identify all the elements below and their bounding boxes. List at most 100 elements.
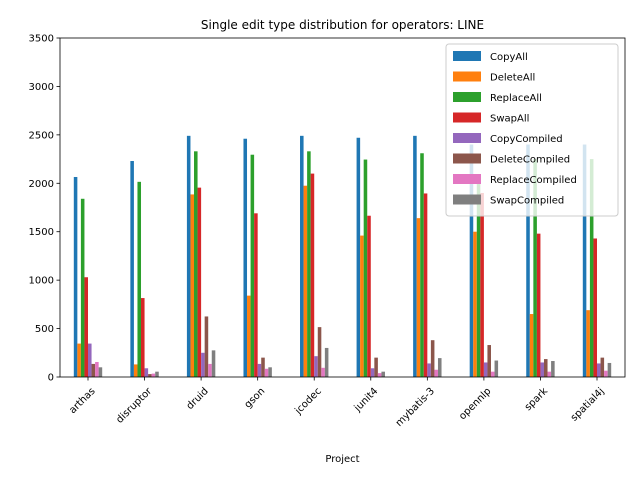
- bar-CopyAll-spatial4j: [582, 144, 587, 377]
- bar-SwapCompiled-gson: [268, 367, 272, 377]
- legend-items: CopyAll DeleteAll ReplaceAll SwapAll CopyCom…: [453, 51, 577, 207]
- legend-label-DeleteAll: DeleteAll: [490, 73, 535, 84]
- bar-CopyAll-spark: [526, 144, 530, 377]
- chart-title: Single edit type distribution for operat…: [201, 18, 484, 32]
- y-tick-label: 3000: [29, 82, 54, 93]
- bar-DeleteCompiled-arthas: [91, 363, 96, 377]
- bar-DeleteCompiled-junit4: [374, 357, 378, 377]
- bar-DeleteAll-jcodec: [303, 185, 308, 377]
- bar-CopyCompiled-jcodec: [314, 356, 318, 377]
- bar-ReplaceAll-opennlp: [476, 183, 481, 377]
- bar-ReplaceAll-druid: [194, 151, 198, 377]
- legend-label-DeleteCompiled: DeleteCompiled: [490, 155, 570, 166]
- legend-swatch-SwapCompiled: [453, 194, 481, 205]
- bar-SwapCompiled-mybatis-3: [437, 358, 442, 377]
- plot-frame: [59, 37, 626, 378]
- bar-DeleteCompiled-gson: [261, 357, 265, 377]
- bar-DeleteAll-gson: [247, 295, 251, 377]
- bar-DeleteCompiled-druid: [204, 316, 209, 377]
- bar-CopyAll-mybatis-3: [413, 135, 417, 377]
- bar-SwapCompiled-opennlp: [494, 360, 499, 377]
- bar-ReplaceAll-arthas: [80, 198, 85, 377]
- bar-SwapAll-spatial4j: [593, 238, 597, 377]
- y-tick-label: 2500: [29, 130, 54, 141]
- bar-DeleteCompiled-jcodec: [317, 327, 322, 377]
- bar-DeleteCompiled-spark: [543, 359, 548, 377]
- y-tick-label: 2000: [29, 179, 54, 190]
- y-tick-label: 500: [35, 324, 54, 335]
- bar-ReplaceCompiled-opennlp: [490, 371, 495, 377]
- x-axis-label: Project: [325, 454, 359, 465]
- bar-CopyAll-arthas: [73, 176, 78, 377]
- y-tick-label: 1000: [29, 276, 54, 287]
- legend-swatch-ReplaceAll: [453, 92, 481, 102]
- y-tick-label: 1500: [29, 227, 54, 238]
- bar-DeleteAll-druid: [190, 194, 195, 377]
- bar-CopyAll-disruptor: [130, 161, 134, 377]
- bar-CopyCompiled-arthas: [88, 343, 92, 377]
- bars-group: [73, 135, 612, 377]
- bar-ReplaceCompiled-gson: [264, 368, 269, 377]
- bar-ReplaceAll-mybatis-3: [420, 153, 424, 377]
- bar-CopyCompiled-spark: [540, 362, 544, 377]
- bar-CopyAll-opennlp: [469, 144, 474, 377]
- bar-ReplaceAll-junit4: [363, 159, 368, 377]
- y-tick-label: 3500: [29, 34, 54, 45]
- bar-DeleteCompiled-opennlp: [487, 345, 491, 377]
- bar-CopyAll-junit4: [356, 137, 361, 377]
- bar-ReplaceCompiled-disruptor: [151, 373, 156, 377]
- bar-CopyAll-gson: [243, 138, 248, 377]
- bar-SwapAll-gson: [254, 213, 258, 377]
- bar-CopyCompiled-druid: [201, 352, 205, 377]
- bar-ReplaceCompiled-spark: [547, 371, 552, 377]
- bar-CopyAll-druid: [186, 135, 191, 377]
- legend-swatch-ReplaceCompiled: [453, 174, 481, 184]
- bar-SwapAll-spark: [536, 233, 541, 377]
- legend-swatch-CopyCompiled: [453, 133, 481, 143]
- bar-DeleteCompiled-spatial4j: [600, 357, 605, 377]
- bar-CopyCompiled-spatial4j: [597, 363, 601, 377]
- bar-DeleteAll-junit4: [360, 235, 364, 377]
- bar-SwapAll-disruptor: [141, 298, 145, 377]
- bar-CopyCompiled-disruptor: [144, 368, 149, 377]
- bar-SwapCompiled-spatial4j: [607, 362, 612, 377]
- bar-CopyAll-jcodec: [300, 135, 304, 377]
- bar-DeleteCompiled-mybatis-3: [430, 340, 435, 377]
- bar-ReplaceCompiled-jcodec: [321, 367, 325, 377]
- bar-ReplaceAll-gson: [250, 154, 255, 377]
- bar-CopyCompiled-gson: [257, 363, 262, 377]
- legend-swatch-DeleteAll: [453, 71, 481, 82]
- bar-DeleteAll-mybatis-3: [416, 218, 421, 377]
- bar-ReplaceCompiled-druid: [208, 363, 212, 377]
- bar-ReplaceCompiled-mybatis-3: [434, 369, 438, 377]
- bar-CopyCompiled-opennlp: [483, 362, 488, 377]
- bar-ReplaceCompiled-arthas: [95, 361, 99, 377]
- bar-DeleteAll-arthas: [77, 343, 81, 377]
- bar-ReplaceAll-disruptor: [137, 181, 142, 377]
- bar-SwapCompiled-arthas: [98, 367, 103, 377]
- bar-ReplaceCompiled-junit4: [377, 373, 382, 377]
- legend-label-ReplaceCompiled: ReplaceCompiled: [490, 175, 577, 186]
- bar-SwapCompiled-disruptor: [155, 371, 159, 377]
- legend-label-CopyAll: CopyAll: [490, 52, 528, 63]
- y-tick-label: 0: [48, 373, 54, 384]
- bar-DeleteAll-spark: [529, 314, 534, 377]
- y-axis: 0 500 1000 1500 2000 2500 3000 3500: [29, 34, 60, 384]
- legend-label-CopyCompiled: CopyCompiled: [490, 134, 563, 145]
- bar-ReplaceAll-spatial4j: [589, 159, 594, 377]
- bar-SwapAll-mybatis-3: [423, 193, 428, 377]
- bar-DeleteCompiled-disruptor: [148, 374, 152, 377]
- bar-SwapAll-arthas: [84, 277, 88, 377]
- bar-ReplaceAll-spark: [533, 159, 537, 377]
- bar-SwapCompiled-druid: [211, 350, 216, 377]
- legend-label-ReplaceAll: ReplaceAll: [490, 93, 542, 104]
- legend-swatch-CopyAll: [453, 51, 481, 61]
- bar-ReplaceAll-jcodec: [307, 151, 311, 377]
- bar-DeleteAll-spatial4j: [586, 310, 590, 377]
- bar-CopyCompiled-mybatis-3: [427, 363, 431, 377]
- legend-swatch-SwapAll: [453, 112, 481, 123]
- bar-SwapCompiled-junit4: [381, 371, 385, 377]
- legend-label-SwapAll: SwapAll: [490, 114, 529, 125]
- legend: CopyAll DeleteAll ReplaceAll SwapAll CopyCom…: [445, 43, 619, 217]
